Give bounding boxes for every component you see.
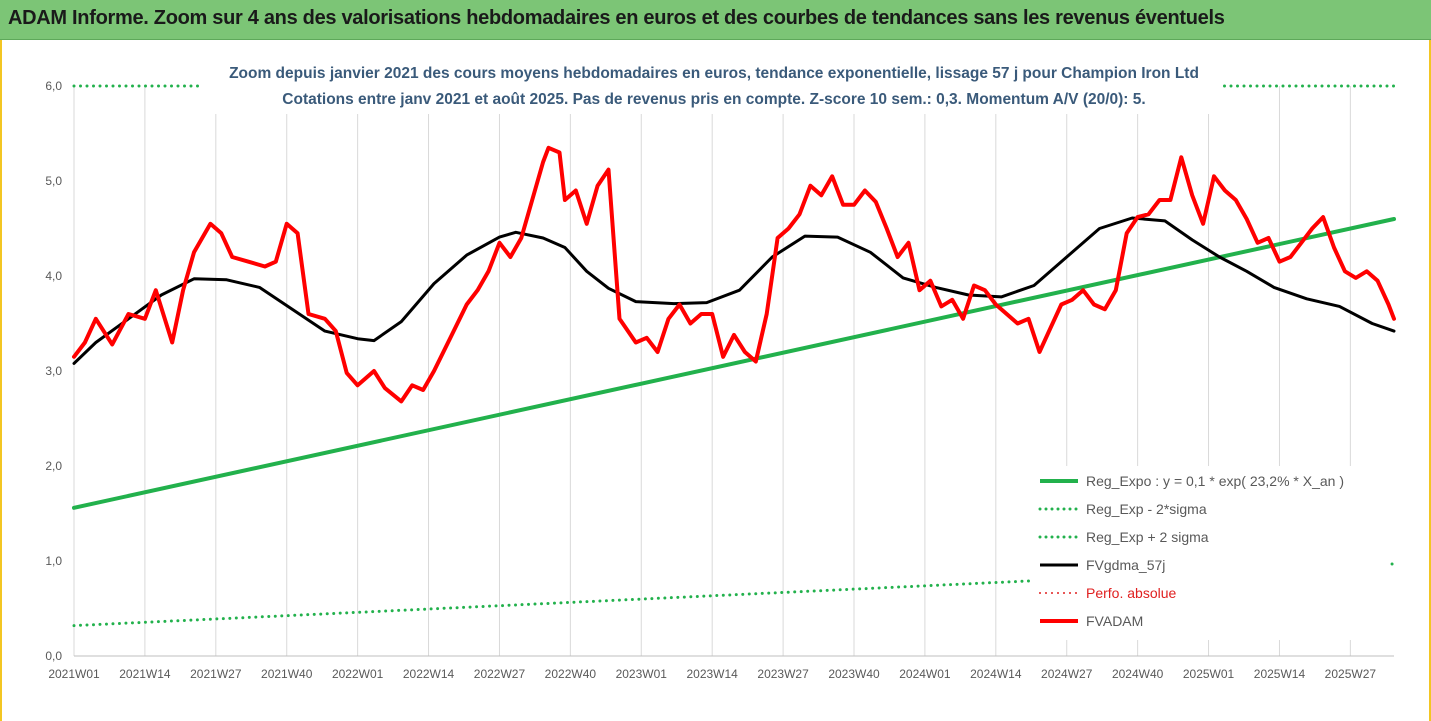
legend-label: FVgdma_57j [1086, 557, 1165, 573]
series-line-reg-exp-2-sigma [72, 562, 1396, 628]
x-tick-label: 2023W14 [686, 667, 738, 681]
x-tick-label: 2025W01 [1183, 667, 1235, 681]
chart-subtitle: Cotations entre janv 2021 et août 2025. … [282, 91, 1145, 108]
x-tick-label: 2025W27 [1325, 667, 1377, 681]
series-line-fvgdma-57j [72, 216, 1396, 365]
y-tick-label: 5,0 [45, 174, 62, 188]
x-tick-label: 2023W01 [616, 667, 668, 681]
title-box [202, 54, 1222, 114]
x-tick-label: 2024W01 [899, 667, 951, 681]
y-tick-label: 0,0 [45, 649, 62, 663]
legend-background [1030, 466, 1390, 640]
banner: ADAM Informe. Zoom sur 4 ans des valoris… [0, 0, 1431, 40]
x-tick-label: 2021W01 [48, 667, 100, 681]
legend-label: Reg_Exp - 2*sigma [1086, 501, 1207, 517]
legend-label: Reg_Expo : y = 0,1 * exp( 23,2% * X_an ) [1086, 473, 1344, 489]
series-line-fvadam [72, 145, 1396, 404]
x-tick-label: 2024W40 [1112, 667, 1164, 681]
legend-label: Reg_Exp + 2 sigma [1086, 529, 1209, 545]
series-line-reg-expo-y-0-1-exp-23-2-x-an [72, 217, 1396, 510]
x-tick-label: 2022W27 [474, 667, 526, 681]
y-tick-label: 4,0 [45, 269, 62, 283]
x-tick-label: 2023W40 [828, 667, 880, 681]
x-tick-label: 2025W14 [1254, 667, 1306, 681]
y-tick-label: 6,0 [45, 79, 62, 93]
x-tick-label: 2021W14 [119, 667, 171, 681]
x-tick-labels: 2021W01 2021W14 2021W27 2021W40 2022W01 2022W… [48, 667, 1376, 681]
y-tick-label: 1,0 [45, 554, 62, 568]
legend: Reg_Expo : y = 0,1 * exp( 23,2% * X_an )… [1030, 466, 1390, 640]
y-tick-label: 3,0 [45, 364, 62, 378]
x-tick-label: 2021W40 [261, 667, 313, 681]
x-tick-label: 2022W14 [403, 667, 455, 681]
chart-svg: 0,01,02,03,04,05,06,0 2021W01 2021W14 2021… [2, 40, 1429, 721]
banner-title: ADAM Informe. Zoom sur 4 ans des valoris… [8, 7, 1225, 29]
x-tick-label: 2023W27 [757, 667, 809, 681]
legend-label: FVADAM [1086, 613, 1143, 629]
x-tick-label: 2021W27 [190, 667, 242, 681]
y-tick-label: 2,0 [45, 459, 62, 473]
y-tick-labels: 0,0 1,0 2,0 3,0 4,0 5,0 6,0 [45, 79, 62, 663]
x-tick-label: 2024W14 [970, 667, 1022, 681]
chart-frame: 0,0 1,0 2,0 3,0 4,0 5,0 6,0 2021W01 2021W14 2021… [0, 40, 1431, 721]
x-tick-label: 2022W40 [545, 667, 597, 681]
x-tick-label: 2022W01 [332, 667, 384, 681]
x-tick-label: 2024W27 [1041, 667, 1093, 681]
chart-title: Zoom depuis janvier 2021 des cours moyen… [229, 65, 1199, 82]
legend-label: Perfo. absolue [1086, 585, 1176, 601]
